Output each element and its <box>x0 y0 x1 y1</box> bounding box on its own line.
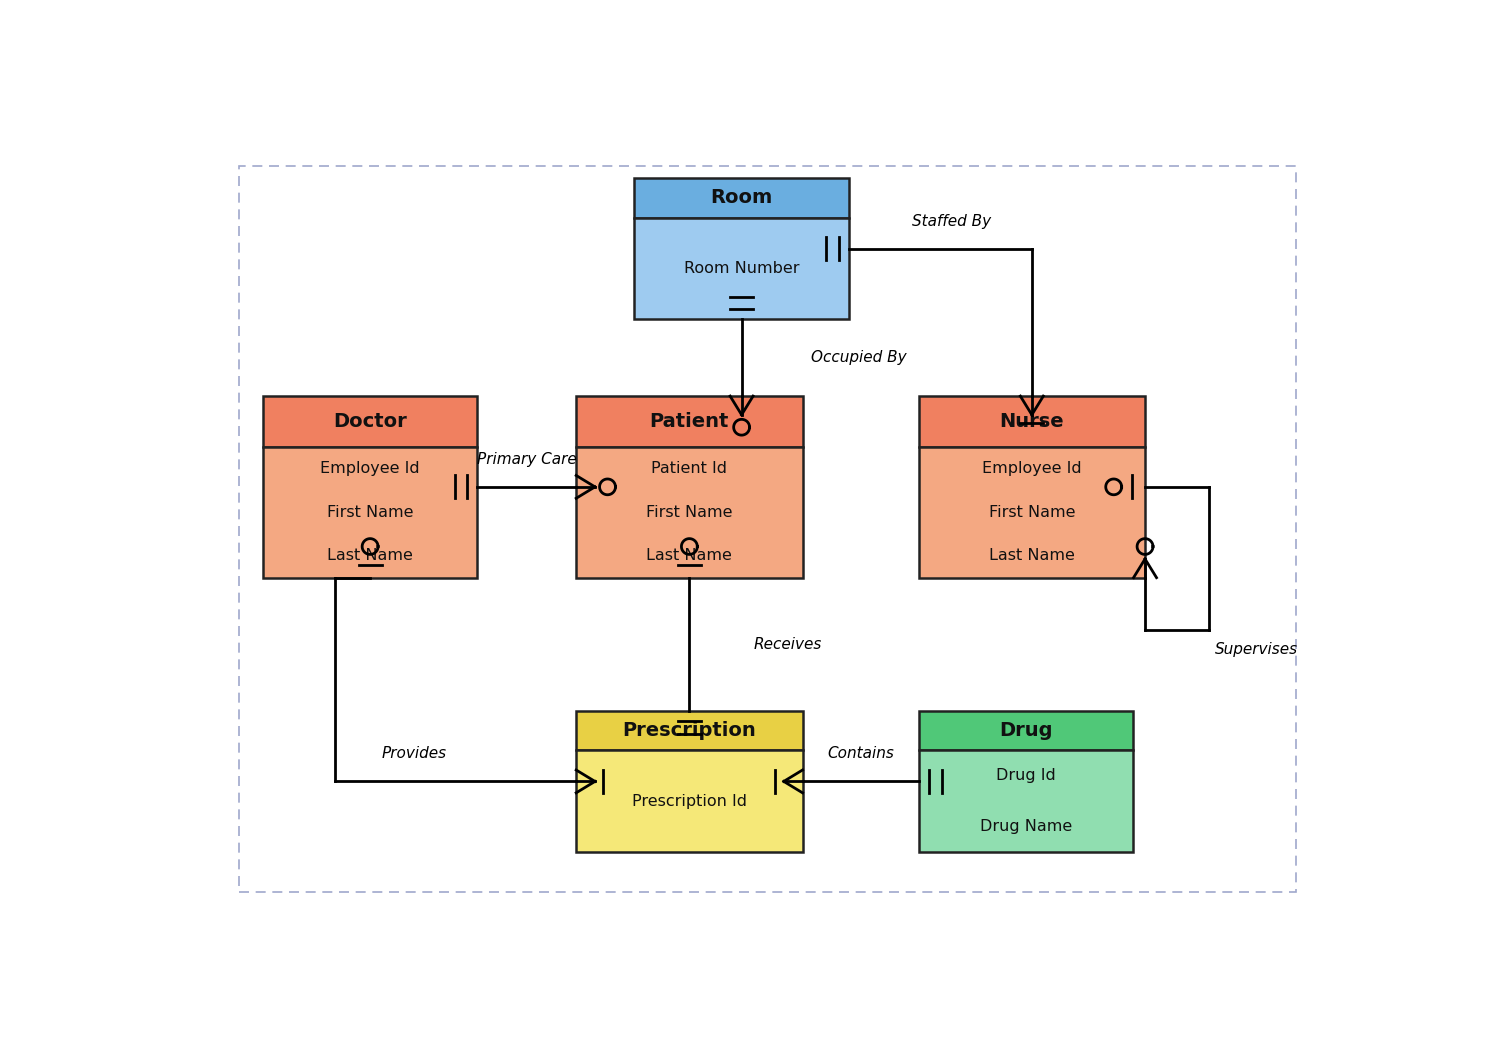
Text: Last Name: Last Name <box>989 548 1074 564</box>
Text: Supervises: Supervises <box>1215 642 1297 657</box>
Text: Last Name: Last Name <box>327 548 413 564</box>
Text: First Name: First Name <box>646 505 733 520</box>
FancyBboxPatch shape <box>918 750 1134 852</box>
Text: Employee Id: Employee Id <box>983 461 1082 476</box>
FancyBboxPatch shape <box>918 396 1144 446</box>
Text: Occupied By: Occupied By <box>812 350 906 366</box>
Text: First Name: First Name <box>327 505 413 520</box>
Text: Patient Id: Patient Id <box>652 461 728 476</box>
Text: Drug: Drug <box>999 721 1053 740</box>
Text: Doctor: Doctor <box>333 412 407 431</box>
Text: Nurse: Nurse <box>999 412 1064 431</box>
Text: First Name: First Name <box>989 505 1076 520</box>
FancyBboxPatch shape <box>918 446 1144 577</box>
Text: Patient: Patient <box>650 412 730 431</box>
Text: Prescription: Prescription <box>623 721 756 740</box>
FancyBboxPatch shape <box>577 750 803 852</box>
FancyBboxPatch shape <box>918 711 1134 750</box>
FancyBboxPatch shape <box>577 711 803 750</box>
Text: Receives: Receives <box>753 637 821 652</box>
Text: Room: Room <box>710 189 773 208</box>
Text: Provides: Provides <box>382 746 446 761</box>
FancyBboxPatch shape <box>634 178 849 218</box>
Text: Drug Id: Drug Id <box>996 768 1056 783</box>
FancyBboxPatch shape <box>262 396 478 446</box>
FancyBboxPatch shape <box>262 446 478 577</box>
Text: Staffed By: Staffed By <box>912 214 992 228</box>
Text: Last Name: Last Name <box>647 548 733 564</box>
FancyBboxPatch shape <box>577 396 803 446</box>
Text: Drug Name: Drug Name <box>980 820 1073 834</box>
FancyBboxPatch shape <box>577 446 803 577</box>
Text: Prescription Id: Prescription Id <box>632 793 748 809</box>
FancyBboxPatch shape <box>634 218 849 320</box>
Text: Employee Id: Employee Id <box>321 461 419 476</box>
Text: Room Number: Room Number <box>685 261 800 276</box>
Text: Primary Care: Primary Care <box>476 452 577 466</box>
Text: Contains: Contains <box>827 746 894 761</box>
